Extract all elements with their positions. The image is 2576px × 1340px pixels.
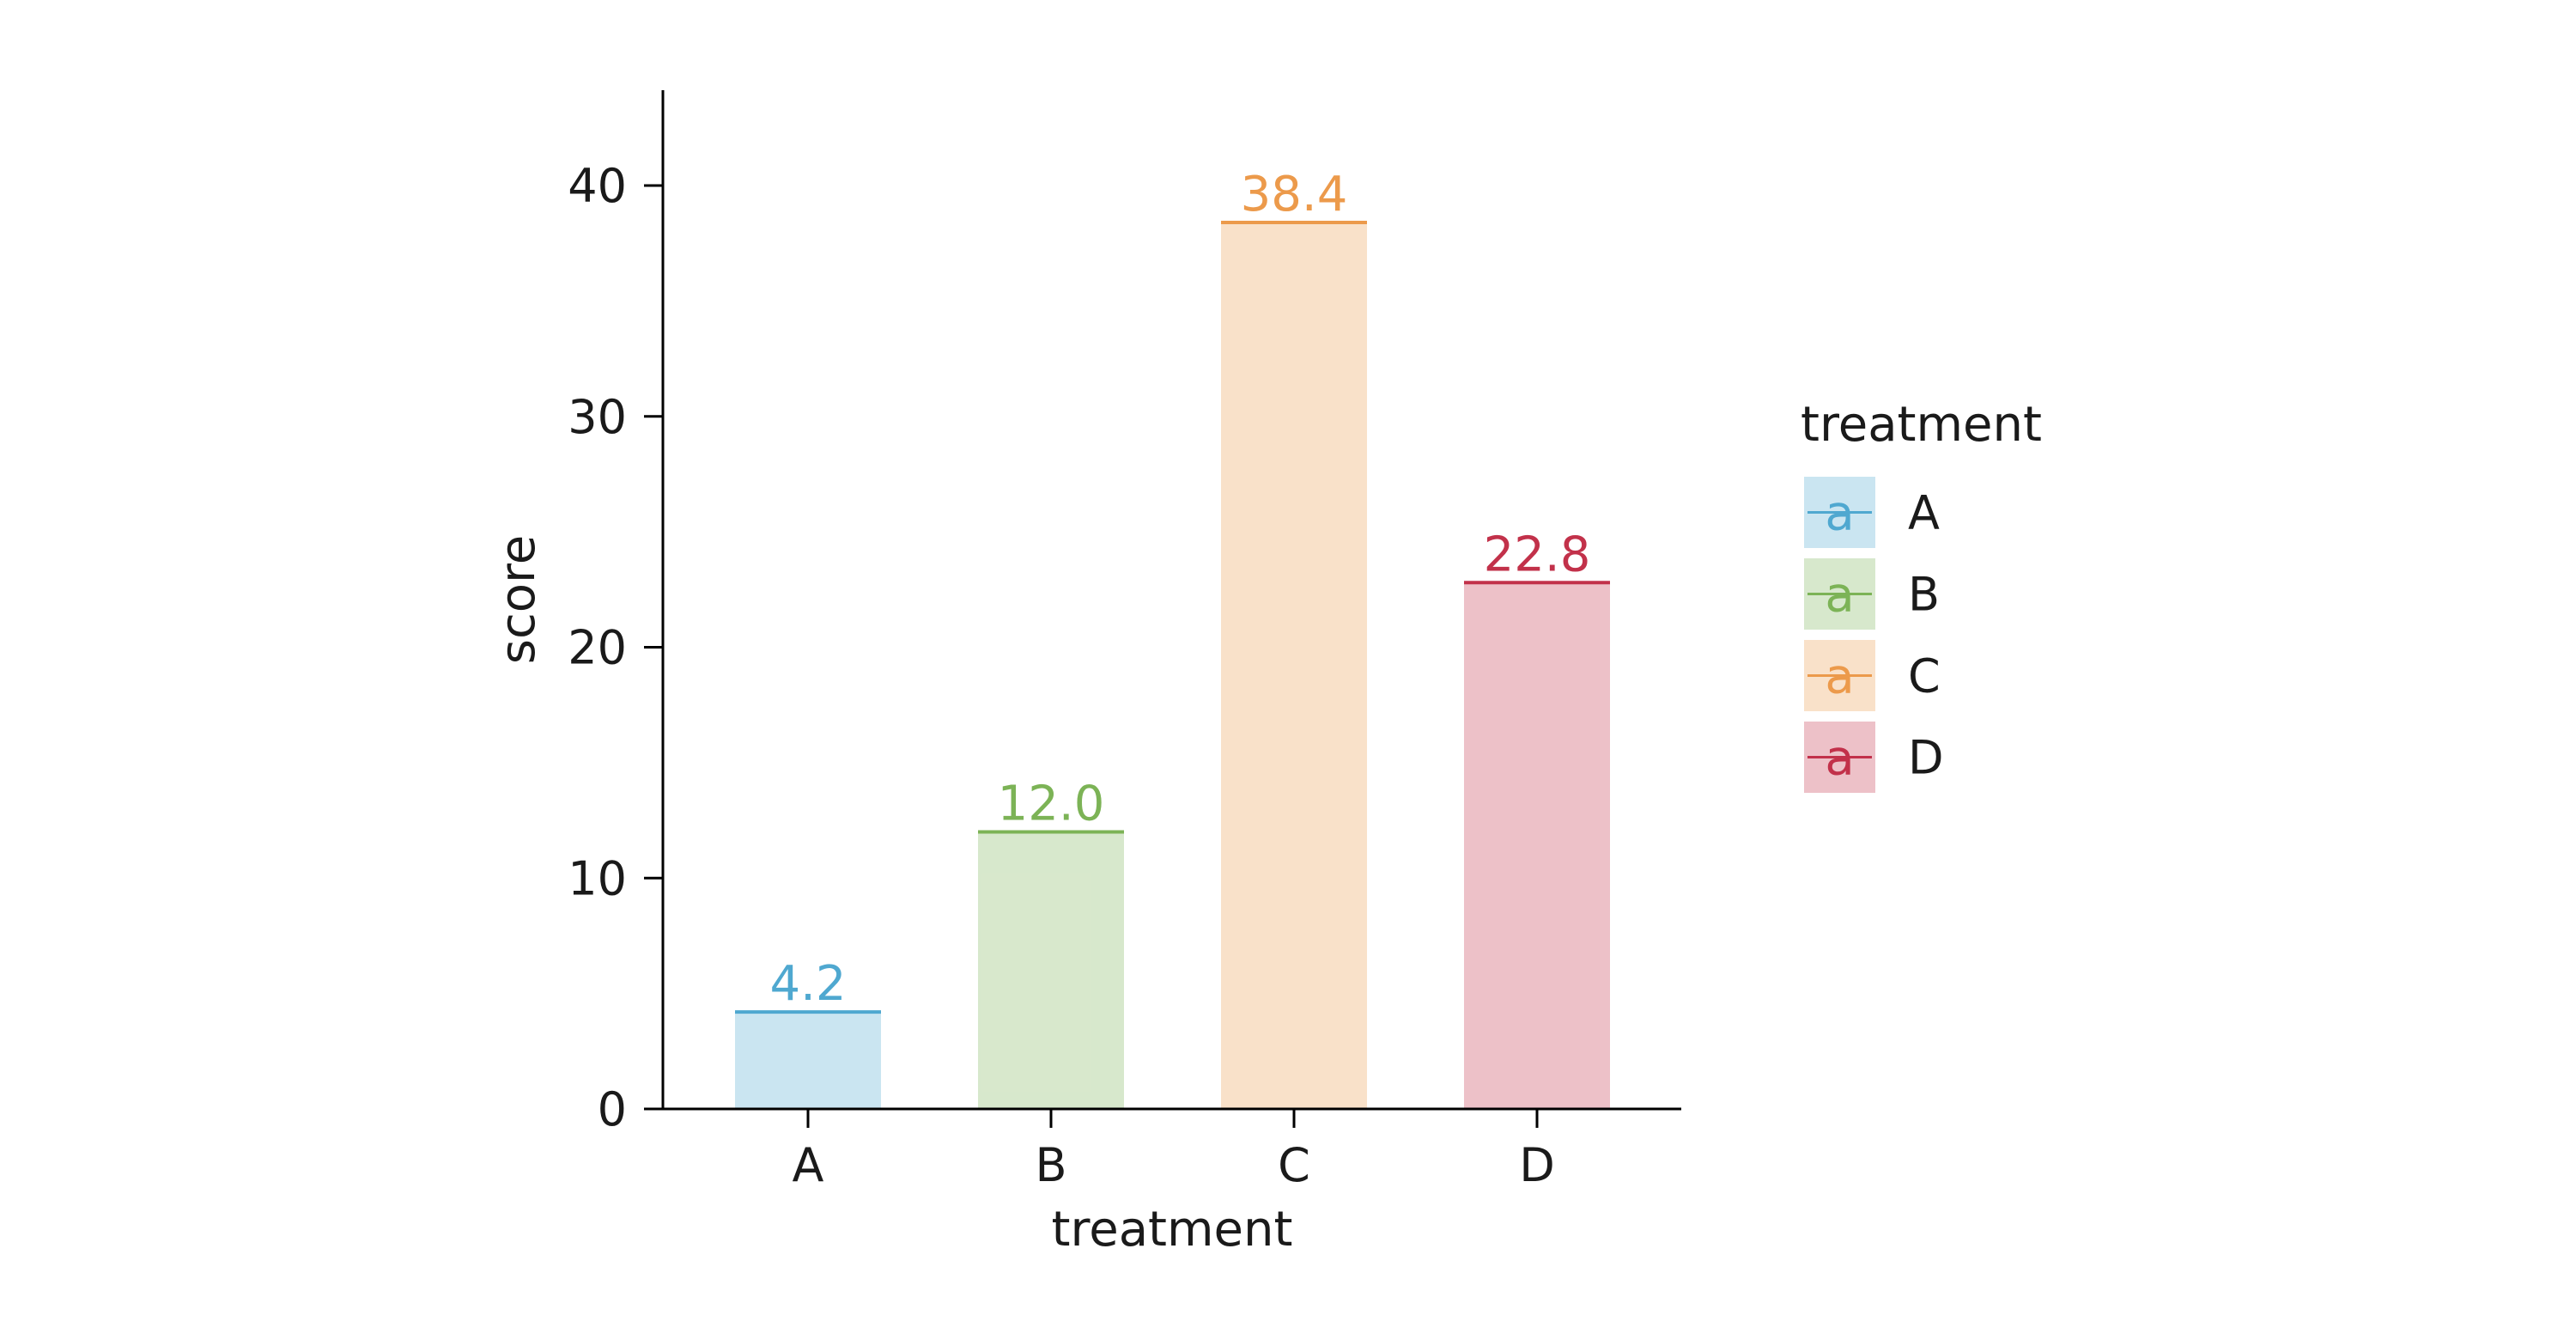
y-tick-label: 10: [568, 851, 627, 905]
bars-layer: 4.2 12.0 38.4 22.8: [735, 167, 1610, 1109]
legend-label-A: A: [1908, 486, 1940, 540]
bar-D: [1464, 582, 1610, 1109]
y-tick-label: 0: [598, 1082, 627, 1136]
legend-items: a Aa Ba Ca D: [1804, 477, 1944, 793]
data-label-C: 38.4: [1241, 167, 1348, 222]
bar-C: [1221, 222, 1367, 1109]
y-tick-label: 20: [568, 621, 627, 675]
y-tick-label: 40: [568, 159, 627, 213]
y-ticks-layer: 0 10 20 30 40: [568, 159, 663, 1136]
data-label-D: 22.8: [1484, 527, 1591, 582]
x-tick-label-D: D: [1519, 1138, 1555, 1192]
legend-title: treatment: [1801, 397, 2042, 453]
x-tick-label-A: A: [793, 1138, 824, 1192]
legend-label-C: C: [1908, 649, 1941, 704]
x-tick-label-C: C: [1278, 1138, 1310, 1192]
legend-label-B: B: [1908, 568, 1940, 622]
legend: treatment a Aa Ba Ca D: [1801, 397, 2042, 793]
x-tick-label-B: B: [1035, 1138, 1066, 1192]
x-axis-title: treatment: [1052, 1202, 1293, 1258]
bar-B: [978, 831, 1124, 1109]
x-ticks-layer: A B C D: [793, 1109, 1555, 1192]
data-label-B: 12.0: [998, 777, 1105, 832]
y-tick-label: 30: [568, 390, 627, 444]
legend-label-D: D: [1908, 731, 1944, 785]
data-label-A: 4.2: [769, 956, 846, 1012]
bar-A: [735, 1012, 881, 1109]
y-axis-title: score: [490, 535, 546, 664]
